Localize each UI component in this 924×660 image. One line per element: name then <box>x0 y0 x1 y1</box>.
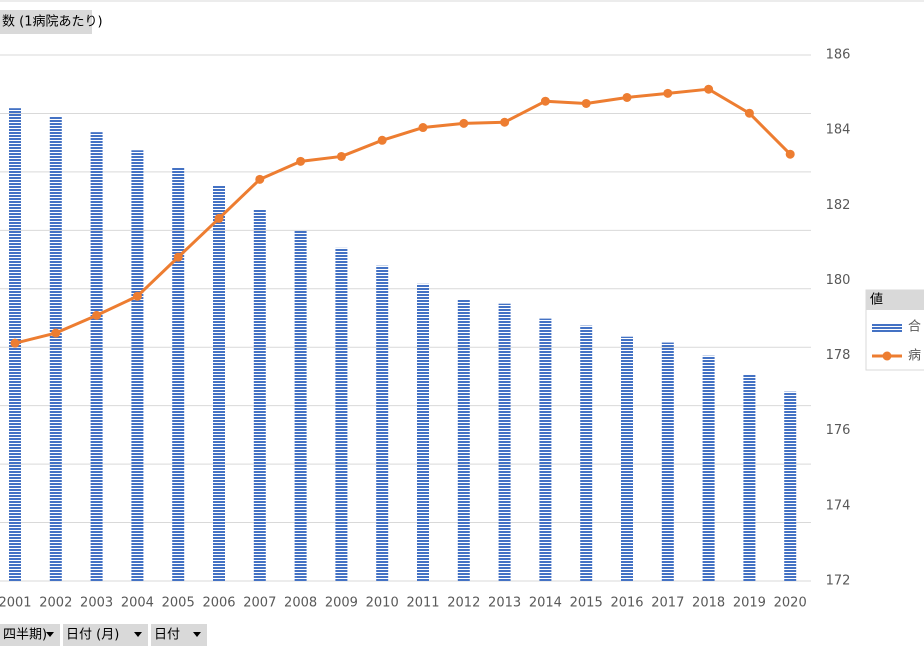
line <box>14 87 792 345</box>
line-marker <box>92 310 102 320</box>
x-tick-label: 2008 <box>284 596 317 611</box>
y2-tick-label: 172 <box>826 574 851 589</box>
dropdown-arrow <box>46 632 54 637</box>
dropdown-arrow <box>193 632 201 637</box>
x-tick-label: 2011 <box>406 596 439 611</box>
x-tick-label: 2009 <box>325 596 358 611</box>
y2-tick-label: 174 <box>826 498 851 513</box>
line-marker <box>622 92 632 102</box>
legend-label: 病 <box>908 349 921 364</box>
y2-tick-label: 176 <box>826 423 851 438</box>
x-tick-label: 2010 <box>366 596 399 611</box>
line-marker <box>296 156 306 166</box>
line-marker <box>418 123 428 133</box>
legend-label: 合 <box>908 320 921 335</box>
line-marker <box>581 98 591 108</box>
bar <box>784 391 797 581</box>
x-tick-label: 2006 <box>202 596 235 611</box>
y2-tick-label: 178 <box>826 348 851 363</box>
y2-tick-label: 186 <box>826 48 851 63</box>
bar <box>253 209 266 581</box>
line-marker <box>51 328 61 338</box>
line-marker <box>663 88 673 98</box>
x-tick-label: 2002 <box>39 596 72 611</box>
bar <box>580 325 593 581</box>
line-marker <box>132 291 142 301</box>
y2-tick-label: 184 <box>826 123 851 138</box>
bar <box>498 303 511 581</box>
filter-button[interactable]: 四半期) <box>0 624 60 646</box>
line-marker <box>173 252 183 262</box>
bar <box>131 150 144 581</box>
filter-button-bg <box>151 624 207 646</box>
filter-button-label: 四半期) <box>3 628 47 643</box>
bar <box>213 185 225 582</box>
x-tick-label: 2007 <box>243 596 276 611</box>
bar <box>90 132 103 581</box>
filter-button-label: 日付 <box>154 628 180 643</box>
bar <box>539 318 552 581</box>
bar <box>172 167 185 582</box>
line-marker <box>744 108 754 118</box>
x-tick-label: 2003 <box>80 596 113 611</box>
x-tick-label: 2014 <box>529 596 562 611</box>
bar <box>417 283 429 581</box>
x-tick-label: 2018 <box>692 596 725 611</box>
x-tick-label: 2015 <box>570 596 603 611</box>
line-marker <box>785 149 795 159</box>
bar <box>661 342 674 581</box>
filter-button[interactable]: 日付 <box>151 624 207 646</box>
x-tick-label: 2004 <box>121 596 154 611</box>
bar <box>294 230 307 581</box>
bar <box>376 265 389 581</box>
chart-title: 数 (1病院あたり) <box>2 15 103 30</box>
line-marker <box>336 151 346 161</box>
legend-swatch <box>882 351 892 361</box>
bar <box>743 374 756 581</box>
filter-button[interactable]: 日付 (月) <box>63 624 148 646</box>
x-tick-label: 2005 <box>162 596 195 611</box>
dropdown-arrow <box>134 632 142 637</box>
x-tick-label: 2016 <box>610 596 643 611</box>
y2-tick-label: 180 <box>826 273 851 288</box>
line-marker <box>377 135 387 145</box>
x-tick-label: 2001 <box>0 596 32 611</box>
bar <box>49 116 62 581</box>
x-tick-label: 2012 <box>447 596 480 611</box>
filter-button-bg <box>63 624 148 646</box>
x-tick-label: 2019 <box>733 596 766 611</box>
line-marker <box>500 117 510 127</box>
line-marker <box>540 96 550 106</box>
y2-tick-label: 182 <box>826 198 851 213</box>
legend-header <box>866 290 924 310</box>
line-marker <box>10 338 20 348</box>
x-tick-label: 2013 <box>488 596 521 611</box>
x-tick-label: 2017 <box>651 596 684 611</box>
line-marker <box>255 174 265 184</box>
line-marker <box>704 84 714 94</box>
bar <box>702 355 715 581</box>
bar <box>457 299 470 581</box>
legend-swatch <box>872 323 902 332</box>
line-marker <box>214 213 224 223</box>
legend-title: 値 <box>870 292 883 308</box>
title-button[interactable]: 数 (1病院あたり) <box>0 10 103 34</box>
bar <box>621 336 633 581</box>
filter-button-bg <box>0 624 60 646</box>
bar <box>335 247 348 581</box>
line-marker <box>459 118 469 128</box>
x-tick-label: 2020 <box>774 596 807 611</box>
filter-button-label: 日付 (月) <box>66 628 119 643</box>
